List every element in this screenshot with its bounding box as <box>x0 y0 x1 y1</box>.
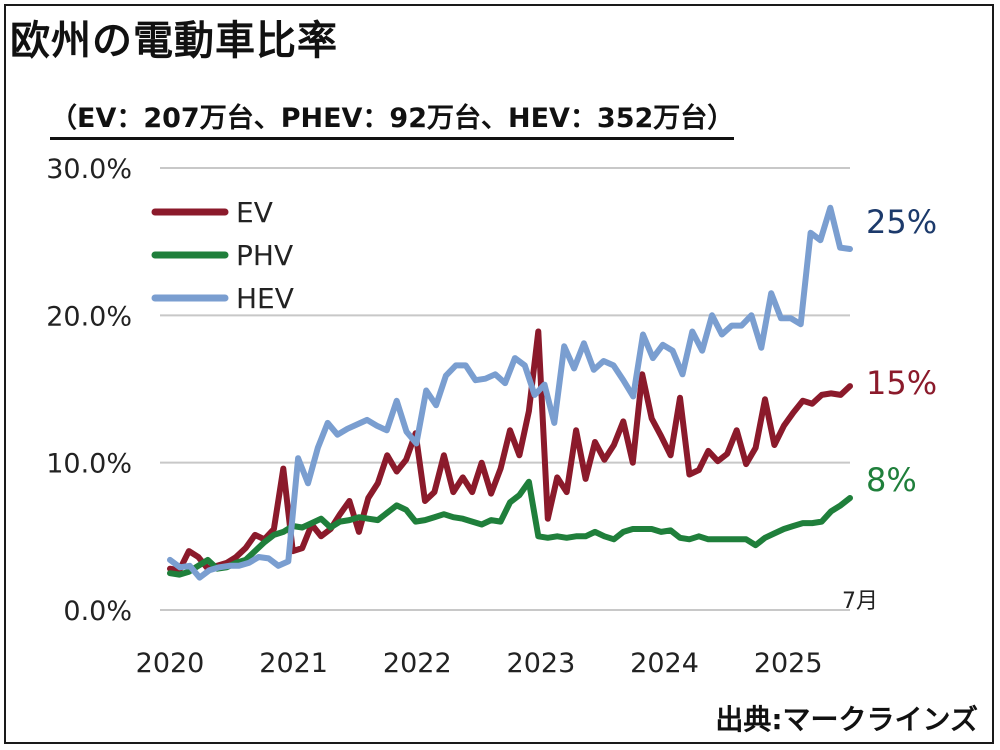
y-tick-label: 10.0% <box>46 449 132 480</box>
series-line-phv <box>167 478 853 578</box>
end-label-phv: 8% <box>866 461 917 499</box>
series-line-ev <box>167 328 853 574</box>
y-tick-label: 30.0% <box>46 154 132 185</box>
legend-label-phv: PHV <box>236 239 293 272</box>
end-label-hev: 25% <box>866 203 937 241</box>
last-month-note: 7月 <box>842 589 878 614</box>
legend: EV PHV HEV <box>151 196 294 315</box>
y-axis-ticks: 0.0% 10.0% 20.0% 30.0% <box>46 154 132 627</box>
chart-subtitle: （EV：207万台、PHEV：92万台、HEV：352万台） <box>50 96 735 140</box>
x-axis-ticks: 2020 2021 2022 2023 2024 2025 <box>136 648 823 679</box>
x-tick-label: 2021 <box>259 648 328 679</box>
end-labels: 15% 8% 25% <box>866 203 937 499</box>
x-tick-label: 2024 <box>630 648 699 679</box>
chart-title: 欧州の電動車比率 <box>10 18 338 64</box>
end-label-ev: 15% <box>866 364 937 402</box>
chart-frame <box>4 4 994 744</box>
x-tick-label: 2022 <box>383 648 452 679</box>
y-tick-label: 0.0% <box>63 596 132 627</box>
legend-label-hev: HEV <box>236 282 294 315</box>
y-tick-label: 20.0% <box>46 301 132 332</box>
x-tick-label: 2025 <box>754 648 823 679</box>
x-tick-label: 2020 <box>136 648 205 679</box>
series-lines <box>167 204 853 581</box>
series-line-hev <box>167 204 853 581</box>
x-tick-label: 2023 <box>507 648 576 679</box>
legend-label-ev: EV <box>236 196 273 229</box>
source-credit: 出典:マークラインズ <box>715 703 978 736</box>
